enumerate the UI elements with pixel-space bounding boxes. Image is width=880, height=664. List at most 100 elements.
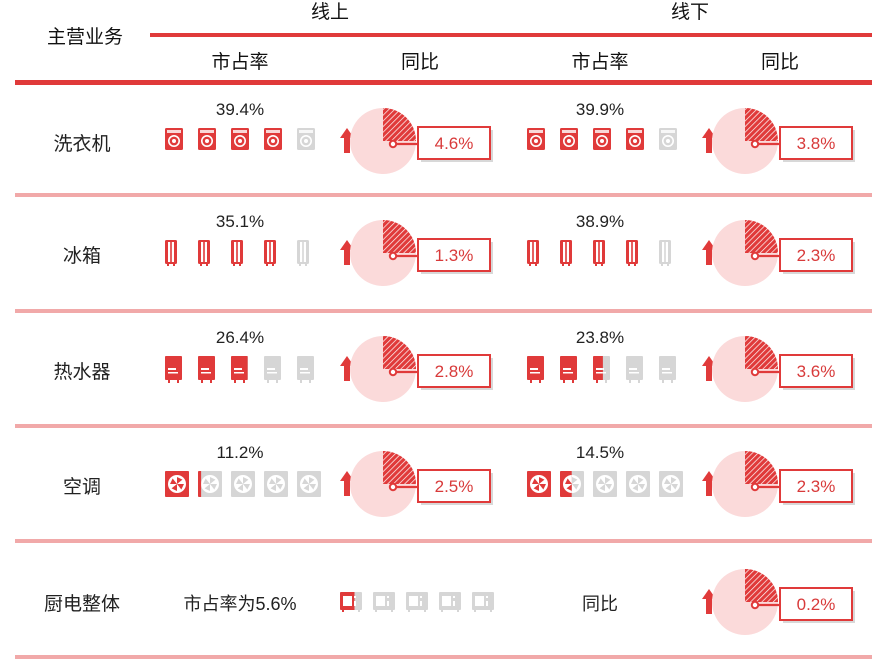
online-share-label: 26.4% [216, 328, 264, 347]
category-label: 空调 [63, 476, 101, 498]
kitchen-yoy-text: 同比 [582, 594, 618, 614]
category-label: 厨电整体 [44, 593, 120, 615]
up-arrow-icon [702, 471, 716, 496]
air-conditioner-fan-icon [626, 471, 650, 497]
offline-share-label: 14.5% [576, 443, 624, 462]
yoy-pie-slice-offline [745, 451, 778, 484]
yoy-label-online: 2.5% [435, 477, 474, 496]
yoy-callout-online [417, 238, 491, 272]
water-heater-icon [659, 356, 676, 383]
air-conditioner-fan-icon [264, 471, 288, 497]
washing-machine-icon [527, 128, 545, 150]
washing-machine-icon [231, 128, 249, 150]
washing-machine-icon [264, 128, 282, 150]
refrigerator-icon [527, 240, 539, 266]
yoy-pie-slice-offline [745, 336, 778, 369]
yoy-pie-slice-offline [745, 220, 778, 253]
washing-machine-icon [198, 128, 216, 150]
header-online-yoy: 同比 [401, 51, 439, 73]
up-arrow-icon [340, 356, 354, 381]
row-divider [15, 655, 872, 659]
air-conditioner-fan-icon [231, 471, 255, 497]
header-main-business: 主营业务 [47, 26, 123, 48]
refrigerator-icon [626, 240, 638, 266]
yoy-label-offline: 3.6% [797, 362, 836, 381]
air-conditioner-fan-icon [560, 471, 584, 497]
yoy-pie-slice-kitchen [745, 569, 778, 602]
row-divider [15, 424, 872, 428]
row-divider [15, 309, 872, 313]
up-arrow-icon [702, 356, 716, 381]
air-conditioner-fan-icon [527, 471, 551, 497]
washing-machine-icon [560, 128, 578, 150]
refrigerator-icon [264, 240, 276, 266]
category-label: 洗衣机 [53, 133, 110, 155]
online-share-label: 35.1% [216, 212, 264, 231]
online-share-label: 39.4% [216, 100, 264, 119]
refrigerator-icon [297, 240, 309, 266]
oven-icon [340, 592, 362, 612]
washing-machine-icon [593, 128, 611, 150]
yoy-pie-slice-online [383, 451, 416, 484]
row-divider [15, 193, 872, 197]
header-underline [150, 33, 872, 37]
yoy-callout-kitchen [779, 587, 853, 621]
yoy-callout-offline [779, 238, 853, 272]
air-conditioner-fan-icon [198, 471, 222, 497]
yoy-label-online: 4.6% [435, 134, 474, 153]
yoy-label-online: 1.3% [435, 246, 474, 265]
yoy-label-offline: 2.3% [797, 246, 836, 265]
yoy-callout-online [417, 126, 491, 160]
yoy-callout-online [417, 469, 491, 503]
offline-share-label: 23.8% [576, 328, 624, 347]
yoy-callout-offline [779, 469, 853, 503]
refrigerator-icon [659, 240, 671, 266]
refrigerator-icon [560, 240, 572, 266]
oven-icon [439, 592, 461, 612]
online-share-label: 11.2% [217, 443, 264, 462]
yoy-label-kitchen: 0.2% [797, 595, 836, 614]
up-arrow-icon [702, 240, 716, 265]
category-label: 热水器 [53, 361, 110, 383]
air-conditioner-fan-icon [659, 471, 683, 497]
air-conditioner-fan-icon [297, 471, 321, 497]
category-label: 冰箱 [63, 245, 101, 267]
water-heater-icon [198, 356, 215, 383]
water-heater-icon [626, 356, 643, 383]
yoy-callout-online [417, 354, 491, 388]
yoy-pie-slice-online [383, 108, 416, 141]
water-heater-icon [560, 356, 577, 383]
oven-icon [406, 592, 428, 612]
water-heater-icon [593, 356, 610, 383]
water-heater-icon [264, 356, 281, 383]
oven-icon [472, 592, 494, 612]
yoy-label-offline: 3.8% [797, 134, 836, 153]
header-offline-share: 市占率 [571, 51, 628, 73]
refrigerator-icon [198, 240, 210, 266]
yoy-label-offline: 2.3% [797, 477, 836, 496]
air-conditioner-fan-icon [165, 471, 189, 497]
up-arrow-icon [340, 128, 354, 153]
yoy-label-online: 2.8% [435, 362, 474, 381]
yoy-callout-offline [779, 126, 853, 160]
header-divider [15, 80, 872, 85]
up-arrow-icon [340, 471, 354, 496]
offline-share-label: 39.9% [576, 100, 624, 119]
water-heater-icon [231, 356, 248, 383]
washing-machine-icon [165, 128, 183, 150]
water-heater-icon [165, 356, 182, 383]
up-arrow-icon [702, 128, 716, 153]
row-divider [15, 539, 872, 543]
header-online-share: 市占率 [211, 51, 268, 73]
refrigerator-icon [165, 240, 177, 266]
washing-machine-icon [659, 128, 677, 150]
washing-machine-icon [626, 128, 644, 150]
header-offline-yoy: 同比 [761, 51, 799, 73]
washing-machine-icon [297, 128, 315, 150]
yoy-pie-slice-online [383, 220, 416, 253]
header-online: 线上 [311, 1, 349, 23]
yoy-callout-offline [779, 354, 853, 388]
refrigerator-icon [231, 240, 243, 266]
up-arrow-icon [702, 589, 716, 614]
